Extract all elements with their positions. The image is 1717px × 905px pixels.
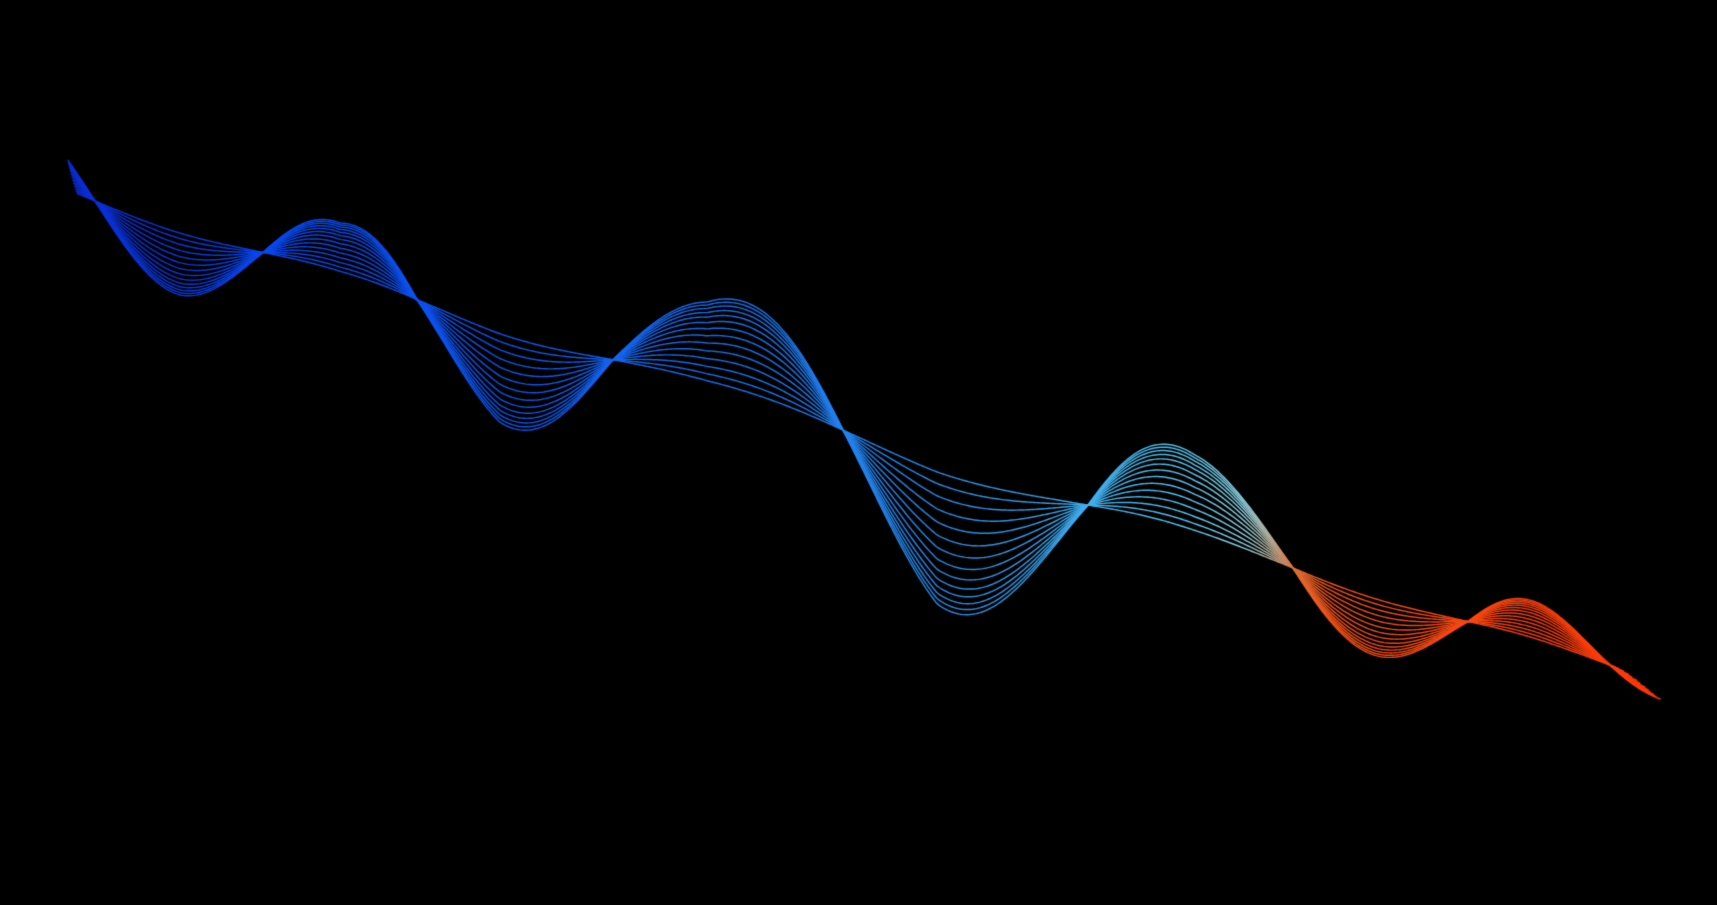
wave-art-stage	[0, 0, 1717, 905]
sine-ribbon-canvas	[0, 0, 1717, 905]
